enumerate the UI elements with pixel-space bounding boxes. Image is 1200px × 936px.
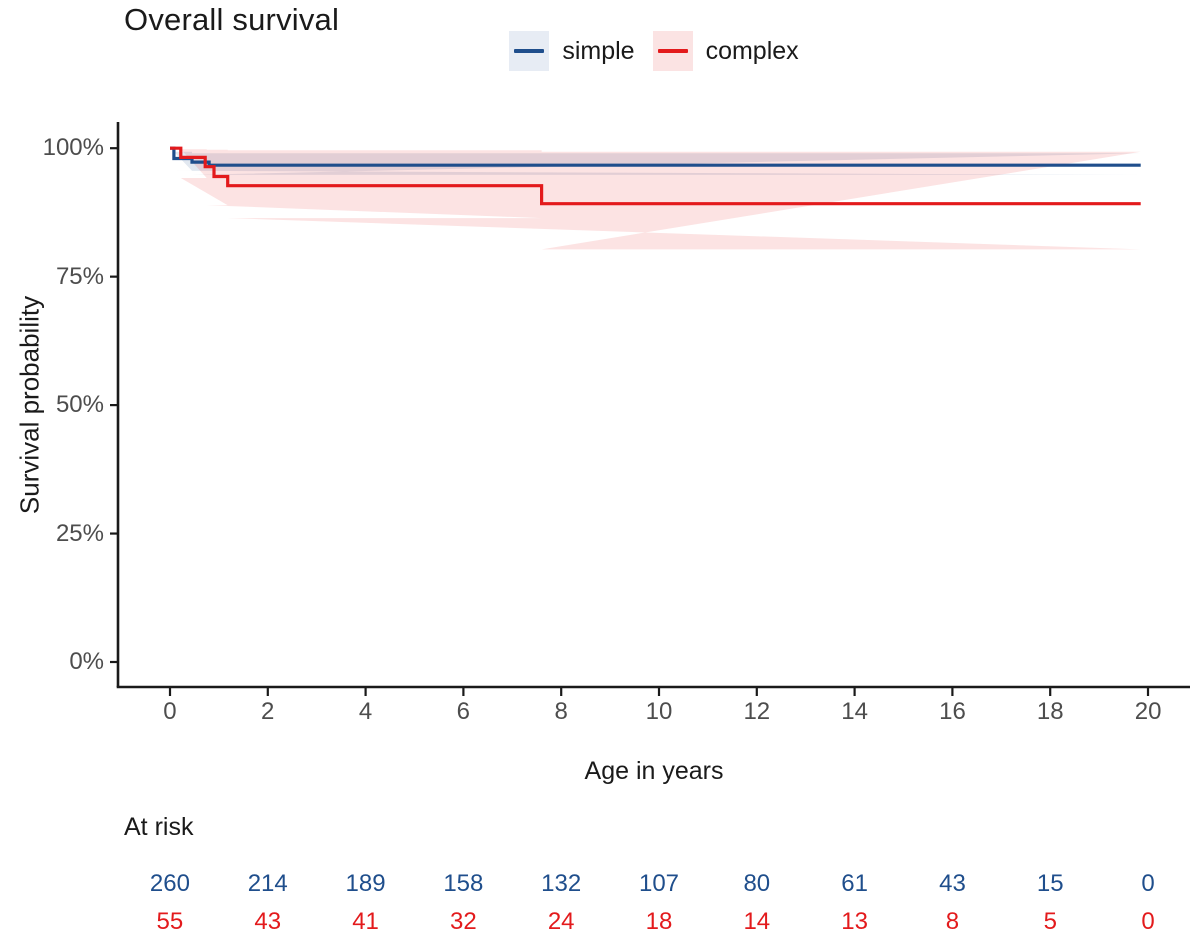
risk-value: 13 xyxy=(841,908,868,935)
y-tick-label: 50% xyxy=(55,391,104,419)
survival-curve-complex xyxy=(170,146,1141,206)
legend-label: complex xyxy=(705,36,799,65)
risk-value: 132 xyxy=(541,870,582,897)
risk-value: 5 xyxy=(1043,908,1057,935)
survival-curve-simple xyxy=(170,146,1141,167)
y-tick-label: 0% xyxy=(69,648,104,675)
risk-value: 0 xyxy=(1141,870,1155,897)
y-tick-label: 100% xyxy=(42,134,104,162)
y-tick-label: 25% xyxy=(55,519,104,547)
risk-value: 43 xyxy=(939,870,966,897)
confidence-band-complex xyxy=(180,149,1141,250)
x-tick-label: 10 xyxy=(645,698,673,725)
legend-label: simple xyxy=(562,36,635,65)
x-axis-title: Age in years xyxy=(584,757,724,785)
x-tick-label: 20 xyxy=(1134,698,1162,725)
risk-value: 61 xyxy=(841,870,868,897)
risk-value: 18 xyxy=(645,908,673,935)
x-tick-labels: 0 2 4 6 8 10 12 14 16 18 20 xyxy=(121,698,1197,726)
x-tick-label: 12 xyxy=(743,698,771,725)
legend-item-complex: complex xyxy=(652,31,799,71)
risk-value: 0 xyxy=(1141,908,1155,935)
y-tick-label: 75% xyxy=(55,262,104,290)
x-tick-label: 16 xyxy=(939,698,966,725)
risk-value: 32 xyxy=(450,908,477,935)
risk-value: 214 xyxy=(247,870,288,897)
x-tick-label: 2 xyxy=(261,698,275,725)
legend-key-line-icon xyxy=(657,49,688,53)
legend-key-swatch xyxy=(509,31,550,71)
x-tick-label: 0 xyxy=(163,698,177,725)
risk-table-label: At risk xyxy=(124,813,194,841)
legend-key-line-icon xyxy=(514,49,545,53)
risk-value: 107 xyxy=(638,870,680,897)
risk-value: 80 xyxy=(743,870,771,897)
risk-row-complex: 55 43 41 32 24 18 14 13 8 5 0 xyxy=(121,906,1197,936)
risk-value: 189 xyxy=(345,870,386,897)
legend-key-swatch xyxy=(652,31,693,71)
x-tick-label: 14 xyxy=(841,698,868,725)
risk-value: 8 xyxy=(945,908,960,935)
risk-value: 55 xyxy=(156,908,184,935)
risk-value: 41 xyxy=(352,908,379,935)
confidence-band-simple xyxy=(173,151,1141,175)
x-tick-label: 6 xyxy=(456,698,471,725)
risk-value: 14 xyxy=(743,908,771,935)
risk-value: 158 xyxy=(443,870,484,897)
risk-row-simple: 260 214 189 158 132 107 80 61 43 15 0 xyxy=(121,868,1197,899)
chart-title: Overall survival xyxy=(124,2,340,37)
legend-item-simple: simple xyxy=(509,31,635,71)
risk-value: 43 xyxy=(254,908,282,935)
x-tick-label: 8 xyxy=(554,698,568,725)
risk-value: 15 xyxy=(1036,870,1064,897)
x-tick-label: 4 xyxy=(358,698,373,725)
legend: simple complex xyxy=(108,31,1200,71)
risk-value: 24 xyxy=(547,908,575,935)
x-tick-label: 18 xyxy=(1036,698,1064,725)
risk-value: 260 xyxy=(149,870,190,897)
km-plot xyxy=(110,122,1190,696)
